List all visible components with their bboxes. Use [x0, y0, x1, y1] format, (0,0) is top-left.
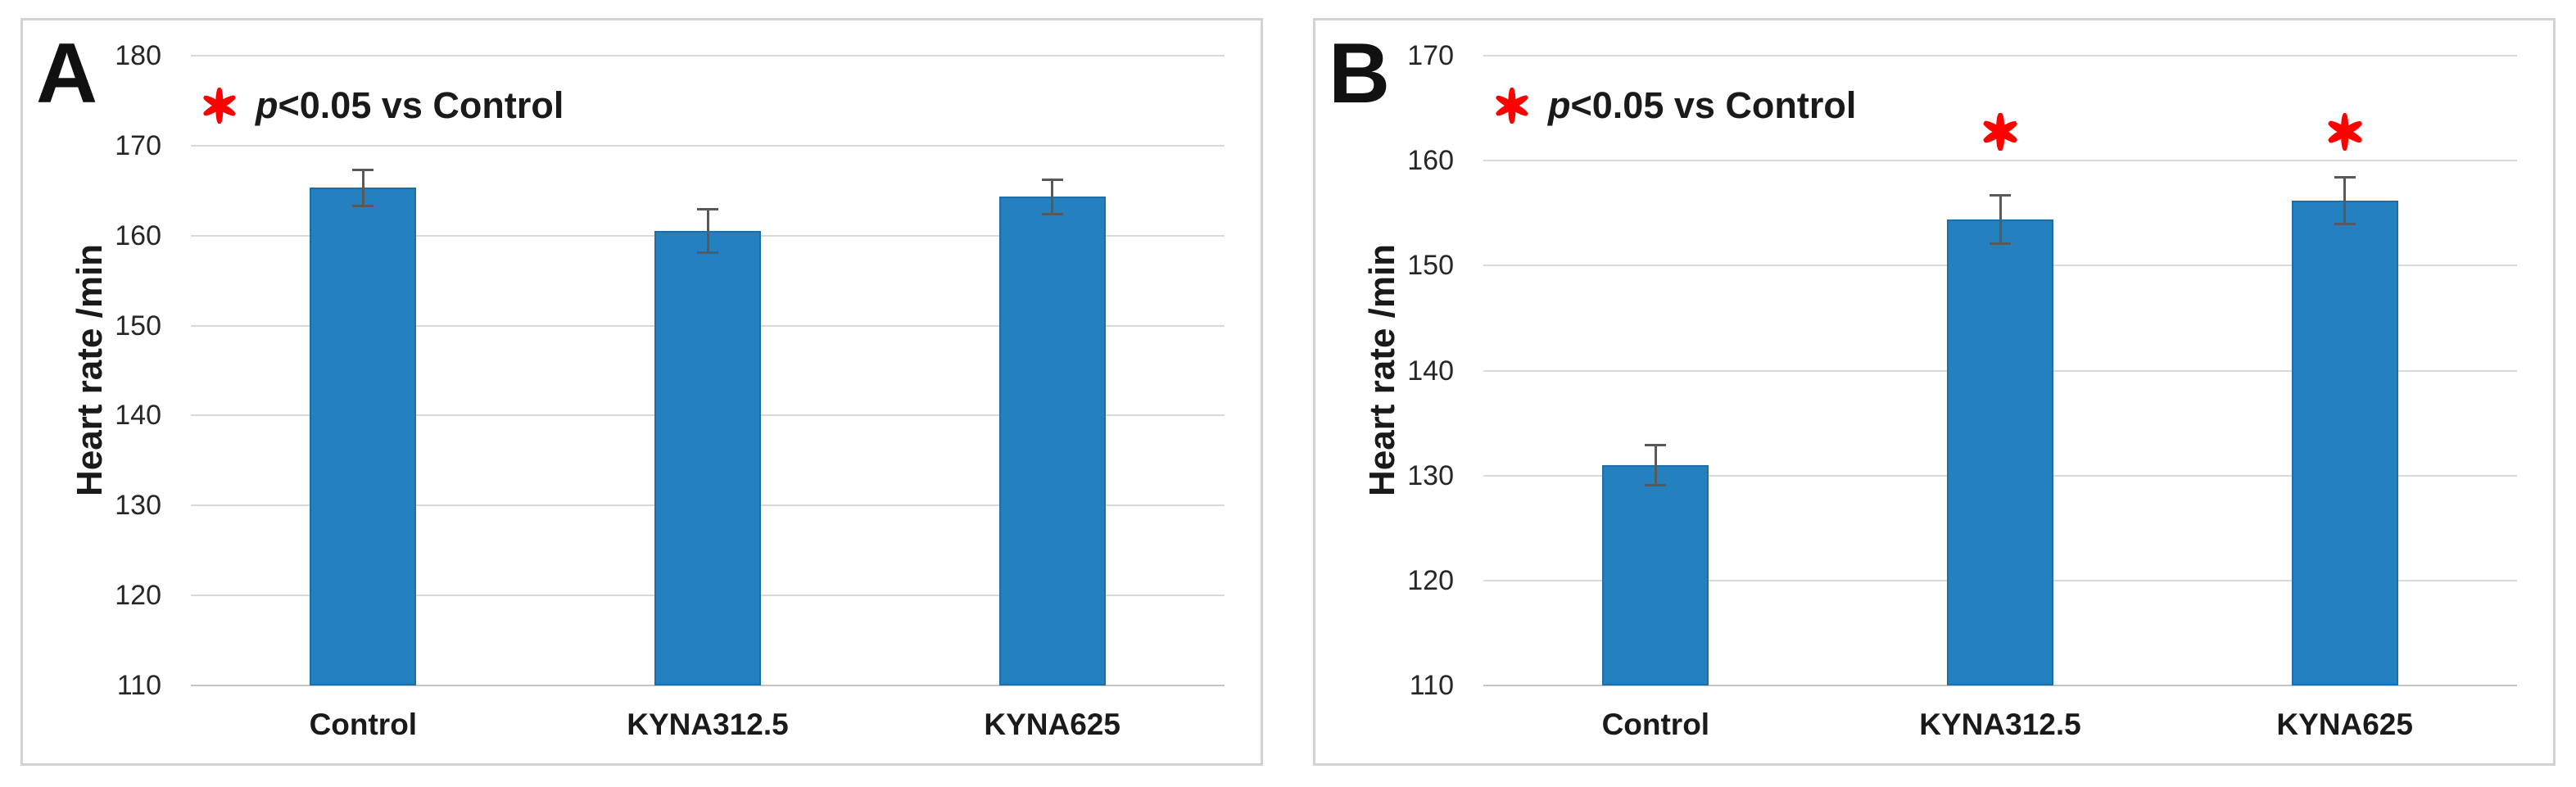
category-label-KYNA625: KYNA625 [984, 708, 1120, 741]
legend-A: p<0.05 vs Control [201, 84, 564, 127]
error-cap-high-Control [352, 169, 374, 172]
y-tick-label-170: 170 [115, 129, 161, 161]
category-label-KYNA625: KYNA625 [2276, 708, 2413, 741]
category-label-KYNA312.5: KYNA312.5 [1919, 708, 2081, 741]
y-tick-label-130: 130 [115, 490, 161, 522]
legend-text: p<0.05 vs Control [256, 84, 564, 127]
y-tick-label-140: 140 [115, 400, 161, 432]
y-tick-label-160: 160 [1407, 145, 1454, 177]
panel-B: B p<0.05 vs Control Heart rate /min 170 1… [1313, 18, 2556, 766]
error-bar-KYNA312.5 [706, 209, 709, 253]
bar-KYNA625 [2291, 200, 2398, 685]
legend-p-symbol: p [1548, 84, 1571, 126]
category-label-KYNA312.5: KYNA312.5 [627, 708, 789, 741]
error-cap-low-KYNA625 [2334, 222, 2356, 225]
panel-label-B: B [1329, 26, 1390, 121]
gridline-170 [1483, 55, 2517, 57]
error-bar-Control [361, 170, 364, 206]
error-cap-high-KYNA625 [1041, 179, 1063, 182]
y-tick-label-180: 180 [115, 40, 161, 71]
y-tick-label-110: 110 [1409, 670, 1454, 701]
y-tick-label-140: 140 [1407, 355, 1454, 387]
y-tick-label-120: 120 [115, 580, 161, 612]
asterisk-icon [1494, 88, 1530, 124]
y-tick-label-170: 170 [1407, 40, 1454, 71]
gridline-110 [1483, 685, 2517, 686]
panel-A: A p<0.05 vs Control Heart rate /min 180 1… [20, 18, 1263, 766]
error-cap-high-KYNA625 [2334, 176, 2356, 179]
error-bar-Control [1654, 445, 1657, 486]
error-bar-KYNA312.5 [1999, 195, 2002, 244]
gridline-110 [191, 685, 1225, 686]
error-cap-high-KYNA312.5 [697, 208, 718, 211]
significance-asterisk-icon [1981, 113, 2019, 151]
significance-asterisk-icon [2326, 113, 2364, 151]
legend-p-symbol: p [256, 84, 278, 126]
bar-Control [1602, 464, 1709, 685]
panel-label-A: A [36, 26, 97, 121]
plot-area-A: 180 170 160 150 140 130 120 110 Control KYNA312.5… [23, 20, 1261, 763]
legend-B: p<0.05 vs Control [1494, 84, 1856, 127]
bar-KYNA625 [998, 197, 1106, 685]
asterisk-icon [201, 88, 238, 124]
error-cap-low-KYNA625 [1041, 212, 1063, 215]
error-cap-high-Control [1645, 443, 1667, 446]
y-tick-label-150: 150 [1407, 250, 1454, 282]
y-tick-label-110: 110 [116, 670, 161, 701]
bar-KYNA312.5 [654, 231, 761, 685]
error-cap-high-KYNA312.5 [1990, 193, 2011, 197]
plot-area-B: 170 160 150 140 130 120 110 Control KYNA312.5 KYN… [1315, 20, 2553, 763]
legend-rest: <0.05 vs Control [1570, 84, 1857, 126]
bar-KYNA312.5 [1947, 219, 2053, 685]
error-cap-low-KYNA312.5 [697, 251, 718, 255]
error-cap-low-Control [1645, 483, 1667, 486]
bar-Control [310, 188, 417, 685]
error-bar-KYNA625 [2343, 177, 2347, 224]
legend-rest: <0.05 vs Control [278, 84, 564, 126]
gridline-160 [1483, 160, 2517, 162]
gridline-170 [191, 144, 1225, 147]
gridline-180 [191, 55, 1225, 57]
y-tick-label-130: 130 [1407, 459, 1454, 491]
y-tick-label-160: 160 [115, 219, 161, 251]
category-label-Control: Control [1601, 708, 1710, 741]
legend-text: p<0.05 vs Control [1548, 84, 1856, 127]
error-bar-KYNA625 [1051, 179, 1054, 215]
error-cap-low-KYNA312.5 [1990, 242, 2011, 245]
error-cap-low-Control [352, 204, 374, 207]
y-tick-label-150: 150 [115, 310, 161, 341]
category-label-Control: Control [309, 708, 418, 741]
y-tick-label-120: 120 [1407, 564, 1454, 596]
